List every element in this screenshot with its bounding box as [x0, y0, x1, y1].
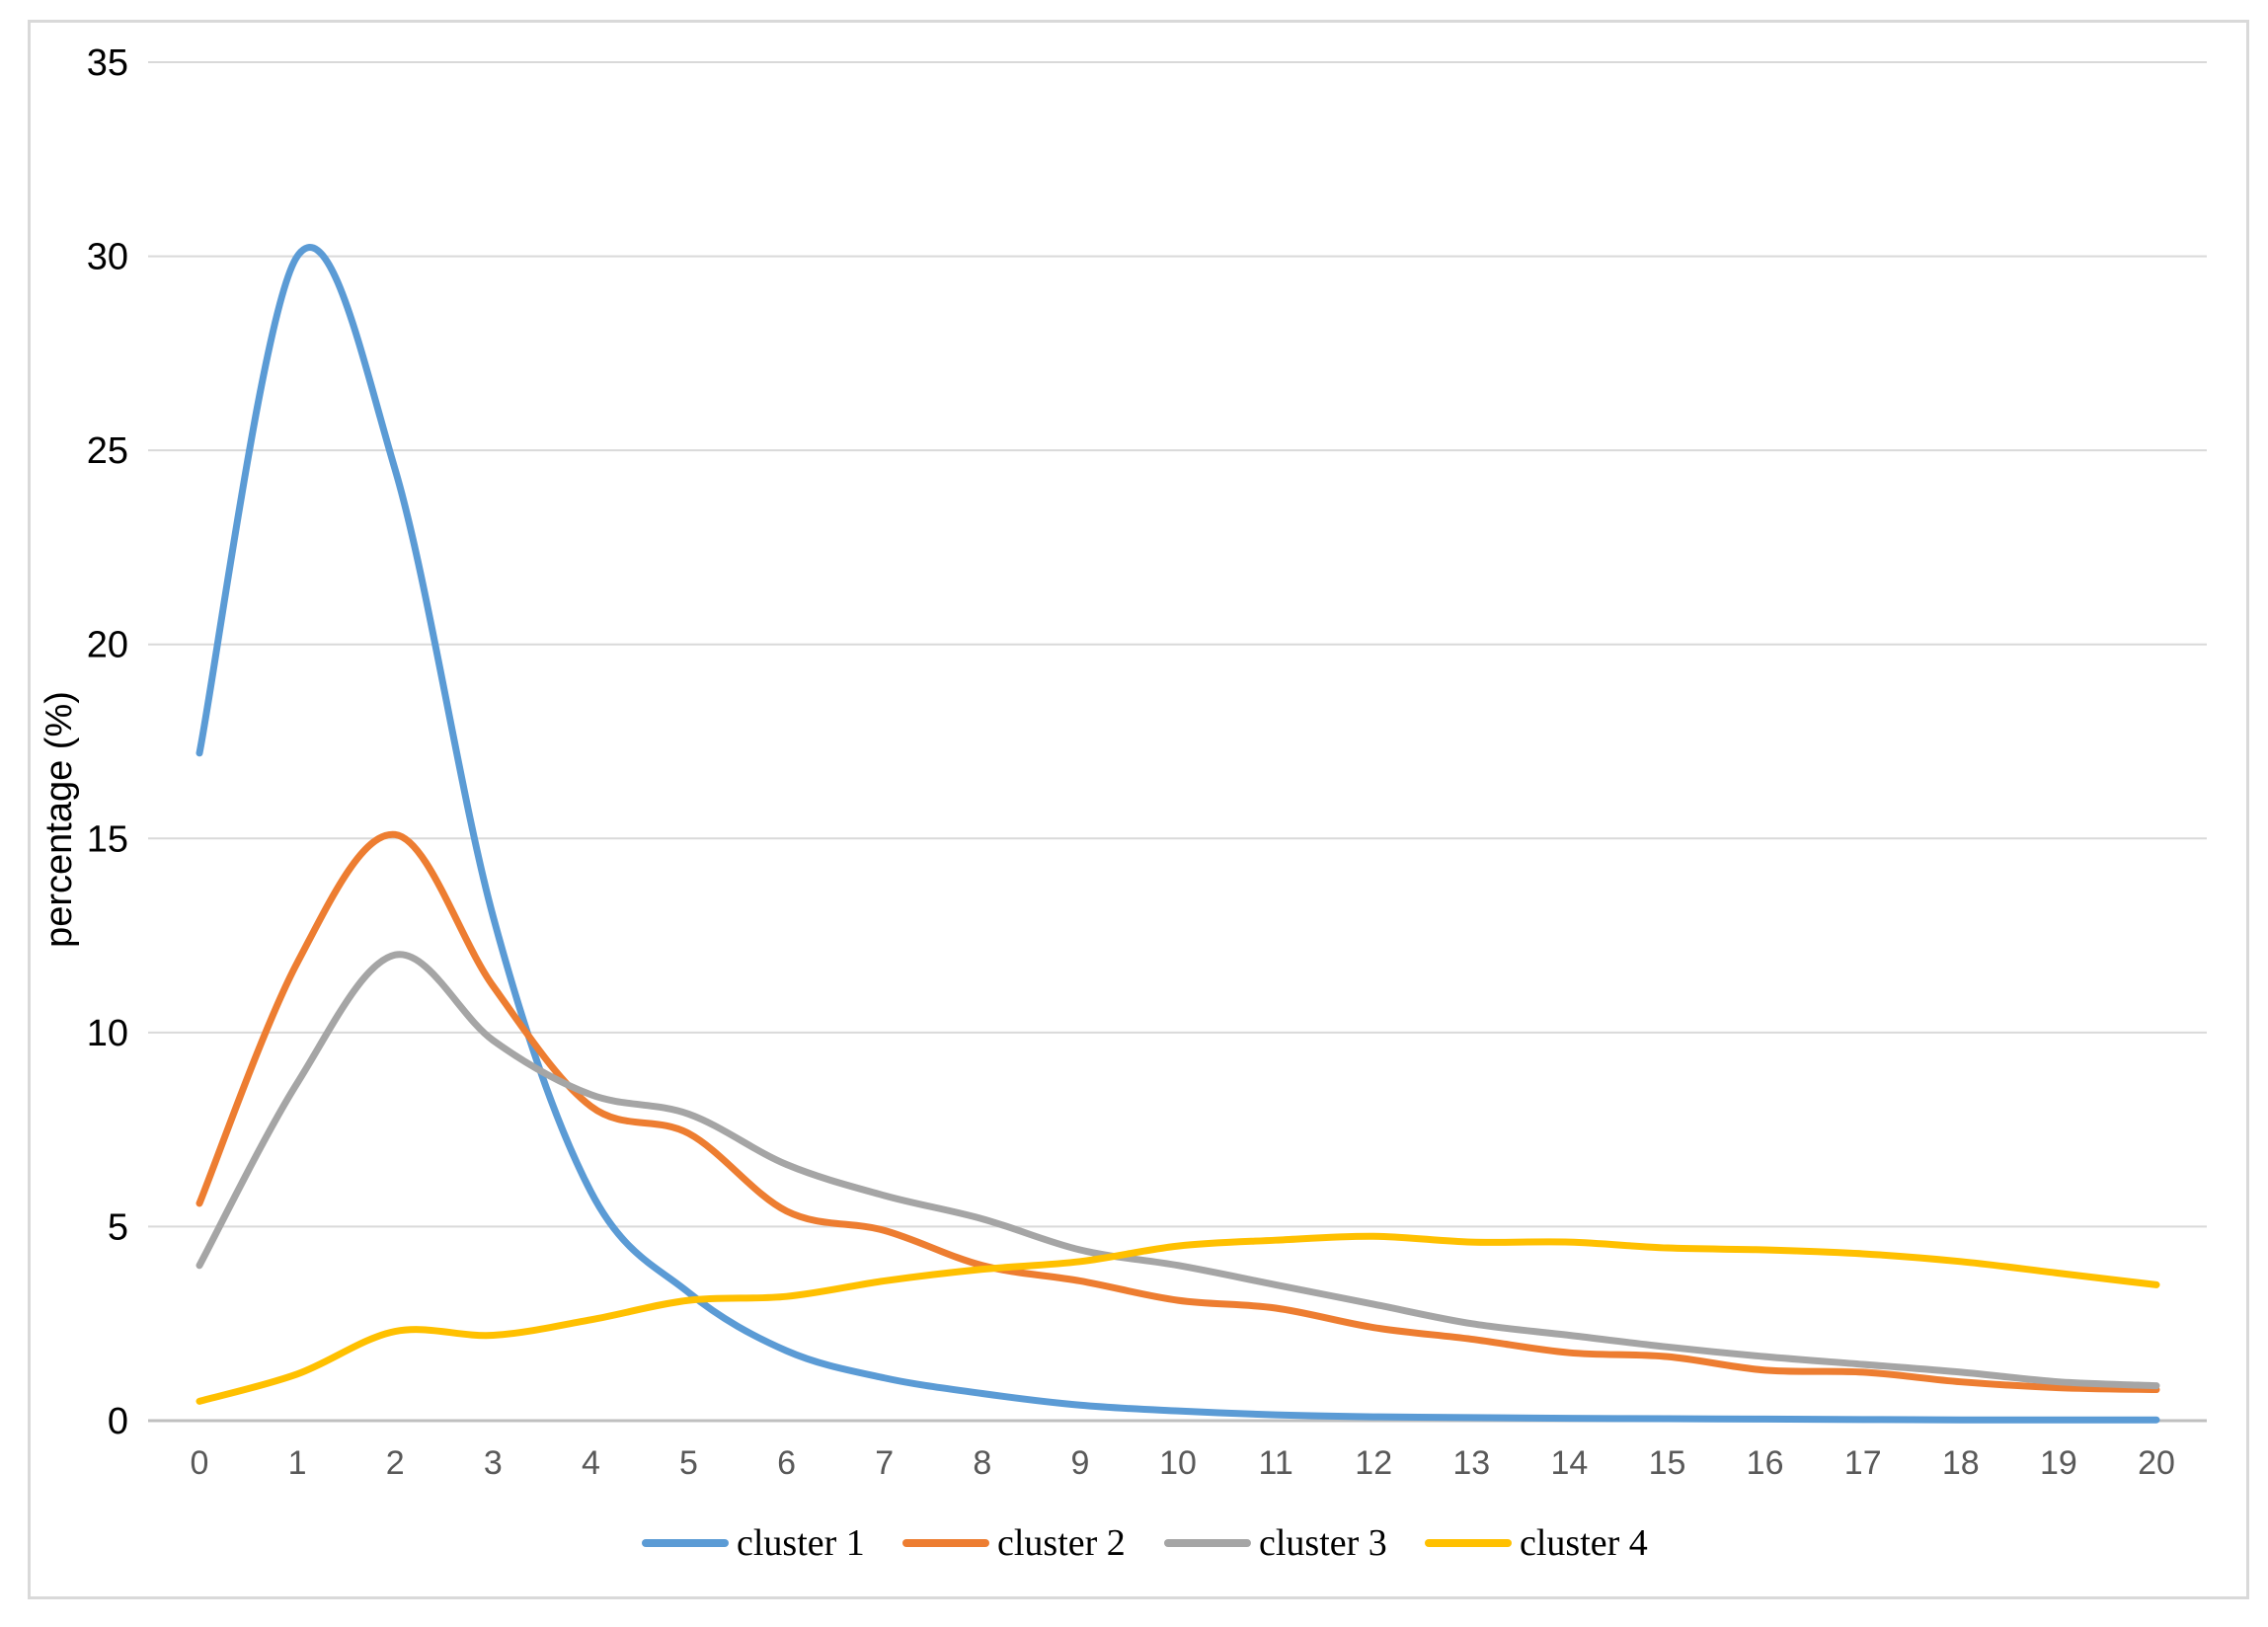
- x-tick-label: 18: [1942, 1444, 1980, 1482]
- y-tick-label: 10: [87, 1013, 128, 1054]
- x-tick-label: 11: [1258, 1444, 1292, 1482]
- x-tick-label: 9: [1070, 1444, 1089, 1482]
- x-tick-label: 17: [1844, 1444, 1882, 1482]
- x-tick-label: 10: [1159, 1444, 1197, 1482]
- x-tick-label: 16: [1747, 1444, 1784, 1482]
- x-tick-label: 12: [1355, 1444, 1392, 1482]
- x-tick-label: 3: [484, 1444, 503, 1482]
- legend: cluster 1 cluster 2 cluster 3 cluster 4: [642, 1522, 1648, 1564]
- x-tick-label: 13: [1452, 1444, 1490, 1482]
- y-axis-label: percentage (%): [39, 691, 80, 948]
- series-line-cluster-4: [196, 1232, 2160, 1405]
- x-tick-label: 2: [386, 1444, 405, 1482]
- x-tick-label: 20: [2138, 1444, 2175, 1482]
- y-tick-label: 15: [87, 818, 128, 860]
- y-tick-label: 0: [108, 1401, 128, 1442]
- x-tick-label: 0: [191, 1444, 209, 1482]
- x-tick-label: 19: [2040, 1444, 2077, 1482]
- series-lines: [196, 244, 2160, 1424]
- series-line-cluster-3: [196, 951, 2160, 1390]
- x-tick-label: 1: [288, 1444, 307, 1482]
- y-tick-label: 35: [87, 42, 128, 84]
- legend-label: cluster 3: [1259, 1522, 1387, 1564]
- x-tick-label: 6: [777, 1444, 796, 1482]
- y-tick-label: 25: [87, 430, 128, 472]
- chart-frame: [28, 20, 2249, 1599]
- y-tick-label: 20: [87, 625, 128, 666]
- legend-label: cluster 2: [997, 1522, 1126, 1564]
- y-tick-label: 30: [87, 237, 128, 278]
- legend-label: cluster 4: [1520, 1522, 1648, 1564]
- x-axis-tick-labels: 0 1 2 3 4 5 6 7 8 9 10 11 12 13 14 15 16 17 18 19 20: [191, 1444, 2175, 1482]
- x-tick-label: 8: [973, 1444, 991, 1482]
- legend-label: cluster 1: [737, 1522, 865, 1564]
- x-tick-label: 5: [679, 1444, 698, 1482]
- series-line-cluster-1: [196, 244, 2160, 1424]
- x-tick-label: 14: [1550, 1444, 1588, 1482]
- y-tick-label: 5: [108, 1206, 128, 1248]
- x-tick-label: 7: [875, 1444, 894, 1482]
- x-tick-label: 15: [1649, 1444, 1686, 1482]
- series-line-cluster-2: [196, 830, 2160, 1394]
- x-tick-label: 4: [582, 1444, 600, 1482]
- y-axis-tick-labels: 0 5 10 15 20 25 30 35: [87, 42, 128, 1442]
